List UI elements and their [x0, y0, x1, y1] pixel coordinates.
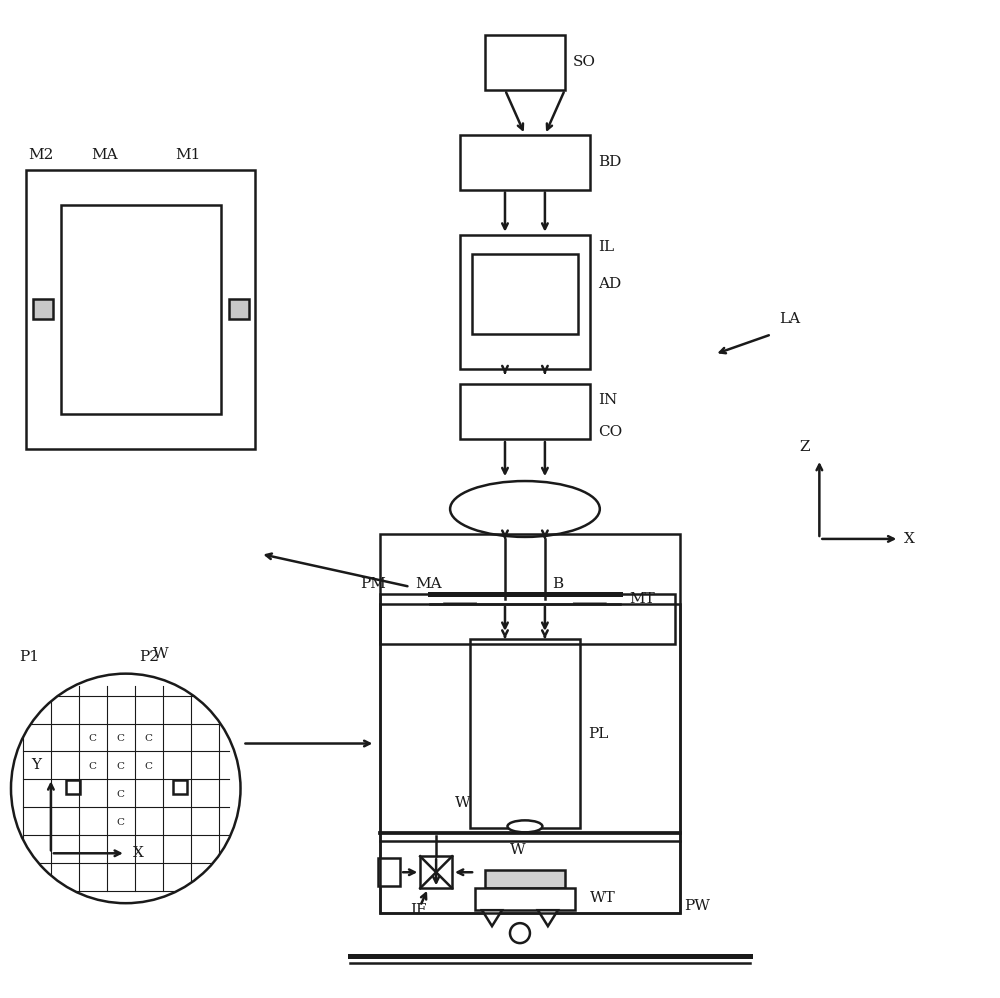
Text: BD: BD: [598, 155, 621, 170]
Bar: [26, 170, 255, 449]
Text: WT: WT: [590, 891, 616, 905]
Bar: [485, 870, 565, 888]
Text: PM: PM: [360, 577, 386, 591]
Text: X: X: [904, 532, 915, 546]
Bar: [472, 254, 578, 334]
Text: Z: Z: [799, 440, 810, 454]
Text: AD: AD: [598, 277, 621, 291]
Text: SO: SO: [573, 55, 596, 70]
Text: Y: Y: [31, 758, 41, 772]
Bar: [61, 205, 221, 414]
Polygon shape: [575, 604, 605, 634]
Bar: [485, 35, 565, 90]
Text: P2: P2: [139, 650, 159, 664]
Text: C: C: [89, 734, 97, 744]
Text: MA: MA: [415, 577, 442, 591]
Text: C: C: [117, 734, 125, 744]
Text: LA: LA: [779, 312, 801, 326]
Text: X: X: [133, 846, 144, 860]
Bar: [460, 135, 590, 190]
Bar: [229, 299, 249, 319]
Circle shape: [11, 674, 241, 903]
Text: IF: IF: [410, 903, 427, 917]
Text: C: C: [117, 789, 125, 799]
Text: W: W: [455, 796, 471, 810]
Bar: [378, 858, 400, 886]
Ellipse shape: [450, 481, 600, 537]
Text: PL: PL: [588, 727, 608, 741]
Bar: [475, 888, 575, 910]
Text: W: W: [510, 843, 526, 857]
Bar: [460, 235, 590, 369]
Text: C: C: [145, 761, 153, 771]
Text: C: C: [117, 761, 125, 771]
Bar: [66, 780, 80, 794]
Text: PW: PW: [685, 899, 711, 913]
Bar: [380, 604, 680, 913]
Polygon shape: [538, 910, 558, 926]
Bar: [380, 534, 680, 913]
Text: MA: MA: [91, 148, 117, 162]
Bar: [420, 856, 452, 888]
Bar: [33, 299, 53, 319]
Polygon shape: [482, 910, 502, 926]
Bar: [380, 594, 675, 644]
Bar: [460, 384, 590, 439]
Text: B: B: [552, 577, 563, 591]
Text: CO: CO: [598, 424, 622, 439]
Text: M1: M1: [176, 148, 201, 162]
Circle shape: [510, 923, 530, 943]
Bar: [470, 639, 580, 828]
Text: MT: MT: [630, 592, 655, 606]
Bar: [173, 780, 187, 794]
Text: M2: M2: [28, 148, 53, 162]
Text: W: W: [153, 647, 168, 661]
Text: C: C: [89, 761, 97, 771]
Text: P1: P1: [19, 650, 39, 664]
Ellipse shape: [507, 820, 542, 832]
Text: C: C: [145, 734, 153, 744]
Polygon shape: [445, 604, 475, 634]
Text: IN: IN: [598, 392, 617, 407]
Text: C: C: [117, 817, 125, 827]
Text: IL: IL: [598, 240, 614, 253]
